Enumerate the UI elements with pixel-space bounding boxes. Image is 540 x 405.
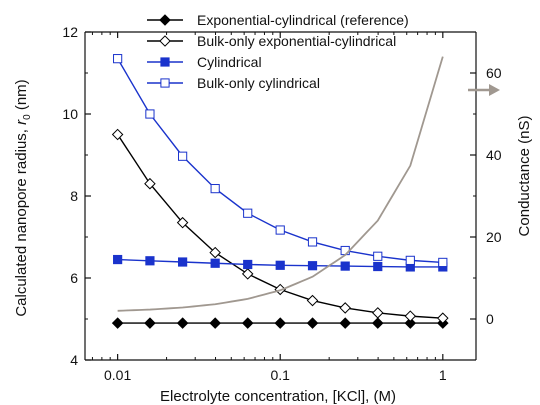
y-left-tick-label: 10 — [62, 106, 78, 122]
data-point — [243, 259, 253, 270]
data-point — [404, 310, 417, 322]
data-point — [176, 317, 189, 329]
data-point — [210, 184, 220, 194]
y-right-tick-label: 0 — [486, 311, 494, 327]
data-point — [373, 261, 383, 272]
y-left-axis-title: Calculated nanopore radius, r0 (nm) — [13, 79, 33, 316]
data-point — [275, 225, 285, 235]
legend-marker — [159, 35, 171, 47]
data-point — [307, 261, 318, 271]
series-group — [111, 54, 449, 329]
x-tick-label: 0.01 — [104, 367, 131, 383]
data-point — [306, 317, 319, 329]
series-3 — [113, 54, 448, 268]
data-point — [144, 177, 156, 190]
conductance-curve — [117, 56, 444, 312]
x-tick-label: 0.1 — [270, 367, 290, 383]
data-point — [241, 268, 254, 280]
legend-label: Cylindrical — [197, 54, 262, 70]
legend-marker — [160, 78, 170, 88]
y-left-tick-label: 8 — [70, 188, 78, 204]
legend-label: Bulk-only cylindrical — [197, 75, 320, 91]
y-left-title-variable: r — [13, 119, 30, 125]
legend-marker — [159, 14, 171, 26]
series-4 — [117, 56, 444, 312]
data-point — [339, 317, 351, 329]
legend-label: Bulk-only exponential-cylindrical — [197, 33, 396, 49]
data-point — [438, 257, 448, 268]
data-point — [371, 307, 384, 319]
legend: Exponential-cylindrical (reference) Bulk-… — [147, 12, 409, 91]
y-right-tick-label: 60 — [486, 65, 502, 81]
y-right-tick-label: 20 — [486, 229, 502, 245]
y-left-title-unit: (nm) — [13, 79, 30, 114]
data-point — [340, 245, 350, 256]
data-point — [405, 255, 415, 265]
legend-item: Bulk-only cylindrical — [147, 75, 320, 91]
y-left-title-text: Calculated nanopore radius, — [13, 125, 30, 317]
data-point — [243, 208, 253, 218]
right-axis-arrow-annotation — [468, 84, 500, 96]
legend-item: Cylindrical — [147, 54, 262, 70]
data-point — [111, 128, 124, 141]
data-point — [144, 317, 156, 329]
data-point — [373, 251, 383, 261]
data-point — [241, 317, 254, 329]
data-point — [209, 246, 221, 259]
data-point — [210, 258, 220, 268]
data-point — [307, 237, 318, 247]
series-2 — [113, 254, 448, 272]
data-point — [340, 261, 350, 271]
data-point — [306, 294, 319, 307]
data-point — [275, 260, 285, 270]
data-point — [145, 109, 155, 119]
series-0 — [111, 317, 449, 329]
data-point — [437, 312, 449, 324]
data-point — [178, 151, 188, 161]
data-point — [176, 216, 189, 229]
x-tick-label: 1 — [439, 367, 447, 383]
x-axis-title: Electrolyte concentration, [KCl], (M) — [160, 388, 396, 405]
data-point — [371, 317, 384, 329]
y-left-tick-label: 12 — [62, 24, 78, 40]
data-point — [113, 254, 123, 265]
data-point — [274, 317, 286, 329]
data-point — [111, 317, 124, 329]
data-point — [404, 317, 417, 329]
data-point — [339, 302, 351, 314]
legend-marker — [160, 57, 170, 67]
y-left-tick-label: 4 — [70, 352, 78, 368]
tick-group: 0.01 0.1 1 4 6 8 10 12 0 20 40 60 — [62, 24, 501, 383]
data-point — [178, 257, 188, 267]
data-point — [145, 256, 155, 266]
y-left-title-subscript: 0 — [22, 114, 33, 120]
data-point — [113, 54, 123, 64]
legend-item: Bulk-only exponential-cylindrical — [147, 33, 396, 49]
y-left-tick-label: 6 — [70, 270, 78, 286]
y-right-axis-title: Conductance (nS) — [516, 116, 533, 237]
y-right-tick-label: 40 — [486, 147, 502, 163]
data-point — [209, 317, 221, 329]
legend-label: Exponential-cylindrical (reference) — [197, 12, 409, 28]
legend-item: Exponential-cylindrical (reference) — [147, 12, 409, 28]
